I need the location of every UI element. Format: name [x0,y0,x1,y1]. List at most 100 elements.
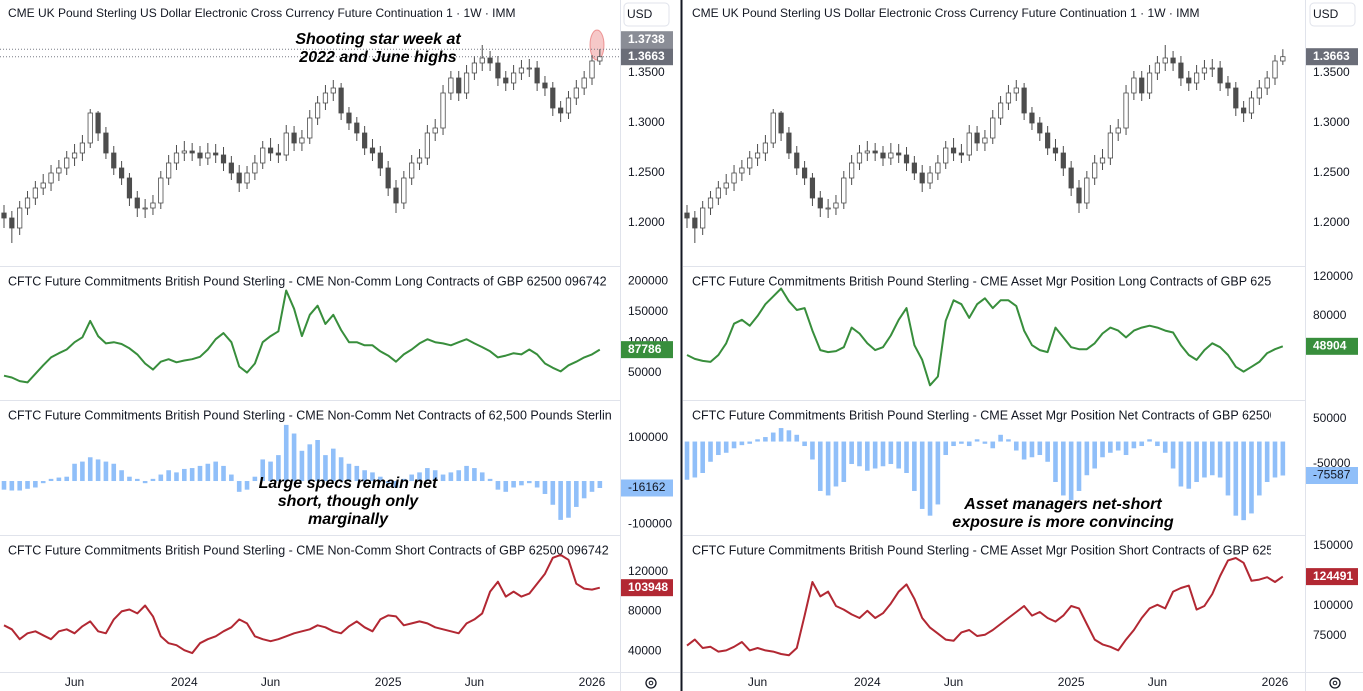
x-tick-label: Jun [748,675,767,689]
candle-body [409,162,415,179]
x-tick-label: 2026 [579,675,606,689]
net-bar [935,441,941,505]
candle-body [283,132,289,156]
pane [686,557,1284,657]
net-bar [959,441,964,444]
net-bar [25,481,30,489]
net-bar [417,472,422,482]
net-bar [849,441,854,465]
candle-body [32,187,38,199]
net-bar [385,481,391,484]
candle-body [205,152,211,159]
net-bar [48,478,54,482]
net-bar [1162,441,1168,453]
pane [3,553,601,655]
candle-body [841,177,847,204]
candle-body [1029,112,1035,124]
x-tick-label: Jun [465,675,484,689]
net-bar [786,430,792,442]
currency-label[interactable]: USD [1313,7,1339,21]
candle-body [825,207,831,210]
x-tick-label: 2024 [171,675,198,689]
usd-button[interactable]: USD [1309,2,1356,27]
gear-icon-center[interactable] [1332,680,1338,686]
pane [684,428,1286,521]
net-bar [542,481,548,494]
net-bar [268,461,273,482]
candle-body [880,152,886,159]
net-bar [1264,441,1270,482]
net-bar [1068,441,1074,500]
candle-body [1186,77,1192,84]
net-bar [479,472,485,482]
net-bar [495,481,501,490]
net-bar [307,444,313,482]
usd-button-frame[interactable] [623,2,670,27]
net-bar [464,465,469,482]
candle-body [463,72,470,94]
y-tick-label: 100000 [628,430,668,444]
y-tick-label: 1.2000 [1313,215,1350,229]
candle-body [1107,132,1113,159]
candle-body [134,197,140,209]
net-bar [589,481,595,492]
candle-body [998,102,1004,119]
last-value-label: -16162 [628,480,666,494]
pane [3,289,601,384]
candle-body [911,162,917,174]
net-bar [526,481,532,484]
candle-body [692,217,698,229]
net-bar [1053,441,1058,482]
net-bar [425,468,430,482]
gear-icon-center[interactable] [648,680,654,686]
candle-body [1264,77,1270,89]
candle-body [684,212,690,219]
gear-icon[interactable] [1329,677,1341,689]
net-bar [794,434,800,442]
usd-button[interactable]: USD [623,2,670,27]
settings-button[interactable] [645,677,657,689]
net-bar [213,461,218,482]
candle-body [314,102,321,119]
net-bar [283,424,289,482]
net-bar [197,465,203,482]
last-value-label: 124491 [1313,569,1353,583]
net-bar [558,481,563,520]
net-bar [323,455,328,482]
last-value-box [1306,467,1358,485]
candle-body [471,62,478,74]
net-bar [158,474,164,482]
chart-title: CME UK Pound Sterling US Dollar Electron… [8,6,516,20]
chart-title: CME UK Pound Sterling US Dollar Electron… [692,6,1200,20]
gear-icon[interactable] [645,677,657,689]
candle-body [416,157,423,164]
last-value-box [621,479,673,497]
usd-button-frame[interactable] [1309,2,1356,27]
net-bar [1272,441,1278,478]
y-tick-label: 1.2000 [628,215,665,229]
currency-label[interactable]: USD [627,7,653,21]
settings-button[interactable] [1329,677,1341,689]
candle-body [103,132,109,154]
net-bar [1202,441,1207,478]
net-bar [1013,441,1019,451]
candle-body [158,177,164,204]
net-bar [810,441,815,460]
net-bar [581,481,587,499]
candle-body [849,162,855,179]
candle-body [244,172,250,184]
candle-body [927,172,933,184]
net-bar [951,441,956,447]
y-tick-label: 1.3000 [628,115,665,129]
candle-body [786,132,792,154]
net-bar [763,437,768,442]
net-bar [260,459,266,482]
net-bar [432,470,438,482]
candle-body [197,152,203,159]
net-bar [1131,441,1137,449]
net-bar [1280,441,1286,476]
candle-body [715,187,721,199]
candle-body [597,56,603,62]
candle-body [1068,167,1074,189]
pane-title: CFTC Future Commitments British Pound St… [692,274,1296,288]
